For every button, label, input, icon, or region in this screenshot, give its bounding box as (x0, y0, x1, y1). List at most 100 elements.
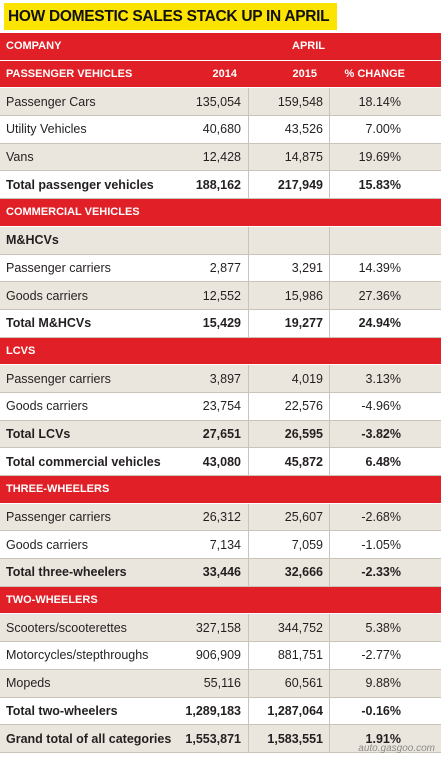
column-divider (248, 143, 249, 171)
percent-change: -2.33% (361, 565, 401, 580)
value-2014: 26,312 (202, 510, 241, 525)
column-divider (329, 669, 330, 697)
value-2014: 1,289,183 (185, 703, 241, 718)
column-divider (329, 392, 330, 420)
column-divider (329, 282, 330, 309)
value-2014: 3,897 (209, 371, 241, 386)
column-divider (248, 282, 249, 309)
value-2015: 22,576 (284, 399, 323, 414)
value-2015: 45,872 (284, 454, 323, 469)
percent-change: -4.96% (361, 399, 401, 414)
percent-change: -2.68% (361, 510, 401, 525)
column-divider (248, 642, 249, 669)
row-label: Total M&HCVs (6, 316, 92, 331)
row-label: Utility Vehicles (6, 122, 87, 137)
row-label: Goods carriers (6, 399, 88, 414)
value-2015: 60,561 (284, 676, 323, 691)
row-label: Mopeds (6, 676, 51, 691)
column-divider (248, 697, 249, 725)
total-row: M&HCVs (0, 226, 441, 255)
value-2015: 7,059 (291, 537, 323, 552)
value-2014: 2,877 (209, 260, 241, 275)
column-divider (329, 448, 330, 475)
column-divider (248, 725, 249, 752)
section-header-row: PASSENGER VEHICLES 2014 2015 % CHANGE (0, 60, 441, 89)
value-2014: 33,446 (202, 565, 241, 580)
total-row: Total commercial vehicles 43,080 45,872 6.4… (0, 448, 441, 476)
value-2014: 135,054 (195, 94, 241, 109)
value-2014: 12,552 (202, 288, 241, 303)
column-divider (329, 559, 330, 586)
row-label: PASSENGER VEHICLES (6, 68, 133, 81)
column-divider (329, 420, 330, 448)
row-label: Vans (6, 150, 34, 165)
row-label: Total commercial vehicles (6, 454, 161, 469)
title-bar: HOW DOMESTIC SALES STACK UP IN APRIL (0, 0, 441, 33)
percent-change: -0.16% (361, 703, 401, 718)
row-label: Goods carriers (6, 537, 88, 552)
value-2014: 27,651 (202, 426, 241, 441)
value-2014: 12,428 (202, 150, 241, 165)
value-2015: 15,986 (284, 288, 323, 303)
value-2015: 32,666 (284, 565, 323, 580)
percent-change: 18.14% (358, 94, 401, 109)
table-row: Goods carriers 12,552 15,986 27.36% (0, 282, 441, 310)
percent-change: -1.05% (361, 537, 401, 552)
column-divider (329, 697, 330, 725)
value-2014: 906,909 (195, 648, 241, 663)
column-divider (329, 503, 330, 531)
row-label: Passenger carriers (6, 260, 111, 275)
column-divider (329, 614, 330, 642)
percent-change: 7.00% (365, 122, 401, 137)
column-divider (329, 254, 330, 282)
percent-change: 24.94% (358, 316, 401, 331)
percent-change: -3.82% (361, 426, 401, 441)
row-label: Total three-wheelers (6, 565, 127, 580)
section-header-row: LCVS (0, 337, 441, 366)
column-divider (248, 614, 249, 642)
table-row: Motorcycles/stepthroughs 906,909 881,751 -2… (0, 642, 441, 670)
value-2015: 4,019 (291, 371, 323, 386)
column-divider (248, 531, 249, 559)
value-2015: 25,607 (284, 510, 323, 525)
row-label: THREE-WHEELERS (6, 483, 110, 496)
value-2015: 159,548 (277, 94, 323, 109)
percent-change: % CHANGE (344, 68, 405, 81)
value-2014: 188,162 (195, 177, 241, 192)
percent-change: 6.48% (365, 454, 401, 469)
percent-change: 3.13% (365, 371, 401, 386)
table-row: Scooters/scooterettes 327,158 344,752 5.38% (0, 614, 441, 643)
percent-change: 14.39% (358, 260, 401, 275)
table-title: HOW DOMESTIC SALES STACK UP IN APRIL (4, 3, 338, 30)
column-divider (248, 448, 249, 475)
value-2014: 23,754 (202, 399, 241, 414)
column-header-row: COMPANY APRIL (0, 33, 441, 61)
column-divider (248, 309, 249, 337)
column-divider (329, 642, 330, 669)
table-row: Vans 12,428 14,875 19.69% (0, 143, 441, 172)
column-divider (248, 171, 249, 199)
total-row: Total M&HCVs 15,429 19,277 24.94% (0, 309, 441, 338)
total-row: Total LCVs 27,651 26,595 -3.82% (0, 420, 441, 449)
column-divider (329, 116, 330, 143)
value-2015: 14,875 (284, 150, 323, 165)
company-header: COMPANY (6, 40, 62, 53)
percent-change: 9.88% (365, 676, 401, 691)
row-label: TWO-WHEELERS (6, 594, 98, 607)
column-divider (248, 88, 249, 116)
value-2014: 327,158 (195, 620, 241, 635)
value-2015: 43,526 (284, 122, 323, 137)
section-header-row: COMMERCIAL VEHICLES (0, 199, 441, 227)
value-2014: 40,680 (202, 122, 241, 137)
column-divider (248, 254, 249, 282)
total-row: Total three-wheelers 33,446 32,666 -2.33% (0, 559, 441, 587)
row-label: Motorcycles/stepthroughs (6, 648, 149, 663)
column-divider (248, 503, 249, 531)
table-row: Passenger carriers 3,897 4,019 3.13% (0, 365, 441, 393)
value-2014: 55,116 (203, 676, 241, 691)
table-row: Passenger carriers 26,312 25,607 -2.68% (0, 503, 441, 532)
table-row: Goods carriers 23,754 22,576 -4.96% (0, 392, 441, 421)
value-2014: 7,134 (209, 537, 241, 552)
total-row: Total two-wheelers 1,289,183 1,287,064 -0.1… (0, 697, 441, 726)
row-label: Grand total of all categories (6, 731, 172, 746)
